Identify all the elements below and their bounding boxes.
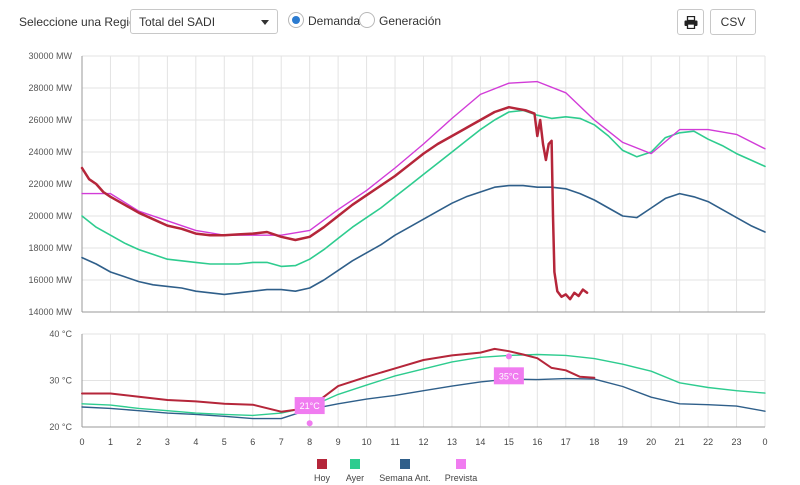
x-tick-label: 17 [561, 437, 571, 447]
legend-label-semana: Semana Ant. [379, 473, 431, 483]
y-tick-label: 20000 MW [28, 211, 72, 221]
legend-swatch-ayer [350, 459, 360, 469]
radio-demanda[interactable]: Demanda [288, 12, 360, 30]
legend-swatch-prevista [456, 459, 466, 469]
y-tick-label: 22000 MW [28, 179, 72, 189]
y-tick-label: 16000 MW [28, 275, 72, 285]
y-tick-label: 18000 MW [28, 243, 72, 253]
x-tick-label: 2 [136, 437, 141, 447]
x-tick-label: 20 [646, 437, 656, 447]
temp-y-tick-label: 30 °C [49, 376, 72, 386]
region-label: Seleccione una Región [19, 15, 143, 29]
demand-line-prevista [81, 80, 766, 236]
legend-label-hoy: Hoy [314, 473, 331, 483]
x-tick-label: 18 [589, 437, 599, 447]
region-select[interactable]: Total del SADI [130, 9, 278, 34]
y-tick-label: 14000 MW [28, 307, 72, 317]
x-tick-label: 19 [618, 437, 628, 447]
temp-line-semana-ant [81, 377, 766, 420]
x-tick-label: 0 [762, 437, 767, 447]
radio-demanda-label: Demanda [308, 14, 361, 28]
forecast-temp-marker [306, 420, 313, 427]
region-select-value: Total del SADI [139, 15, 216, 29]
y-tick-label: 26000 MW [28, 115, 72, 125]
forecast-temp-badge [294, 397, 325, 415]
forecast-temp-label: 21°C [300, 401, 321, 411]
x-tick-label: 21 [675, 437, 685, 447]
legend-label-prevista: Prevista [445, 473, 478, 483]
x-tick-label: 15 [504, 437, 514, 447]
y-tick-label: 28000 MW [28, 83, 72, 93]
printer-icon [684, 16, 698, 29]
x-tick-label: 11 [390, 437, 399, 447]
x-tick-label: 13 [447, 437, 457, 447]
radio-generacion[interactable]: Generación [359, 12, 441, 30]
x-tick-label: 10 [362, 437, 372, 447]
x-tick-label: 12 [418, 437, 428, 447]
x-tick-label: 5 [222, 437, 227, 447]
temp-y-tick-label: 40 °C [49, 329, 72, 339]
demand-line-hoy [80, 105, 589, 301]
demand-chart: 14000 MW 16000 MW 18000 MW 20000 MW 22000 MW… [28, 51, 767, 483]
x-tick-label: 14 [475, 437, 485, 447]
legend-label-ayer: Ayer [346, 473, 364, 483]
demand-line-ayer [81, 109, 766, 268]
radio-generacion-label: Generación [379, 14, 442, 28]
temp-y-tick-label: 20 °C [49, 422, 72, 432]
csv-button[interactable]: CSV [710, 9, 756, 35]
y-tick-label: 24000 MW [28, 147, 72, 157]
radio-demanda-circle[interactable] [288, 12, 304, 28]
forecast-temp-badge [493, 367, 524, 385]
x-tick-label: 1 [108, 437, 113, 447]
x-tick-label: 7 [279, 437, 284, 447]
chevron-down-icon [261, 20, 269, 25]
x-tick-label: 4 [193, 437, 198, 447]
x-tick-label: 6 [250, 437, 255, 447]
x-tick-label: 16 [532, 437, 542, 447]
x-tick-label: 22 [703, 437, 713, 447]
toolbar: Seleccione una Región Total del SADI Dem… [0, 0, 800, 44]
forecast-temp-marker [505, 353, 512, 360]
x-tick-label: 8 [307, 437, 312, 447]
print-button[interactable] [677, 9, 704, 35]
x-tick-label: 0 [79, 437, 84, 447]
temp-line-hoy [81, 347, 596, 413]
temp-line-ayer [81, 353, 766, 417]
x-tick-label: 23 [732, 437, 742, 447]
forecast-temp-label: 35°C [499, 371, 520, 381]
x-tick-label: 9 [336, 437, 341, 447]
legend-swatch-hoy [317, 459, 327, 469]
demand-line-semana-ant [81, 184, 766, 296]
legend-swatch-semana [400, 459, 410, 469]
radio-generacion-circle[interactable] [359, 12, 375, 28]
x-tick-label: 3 [165, 437, 170, 447]
y-tick-label: 30000 MW [28, 51, 72, 61]
